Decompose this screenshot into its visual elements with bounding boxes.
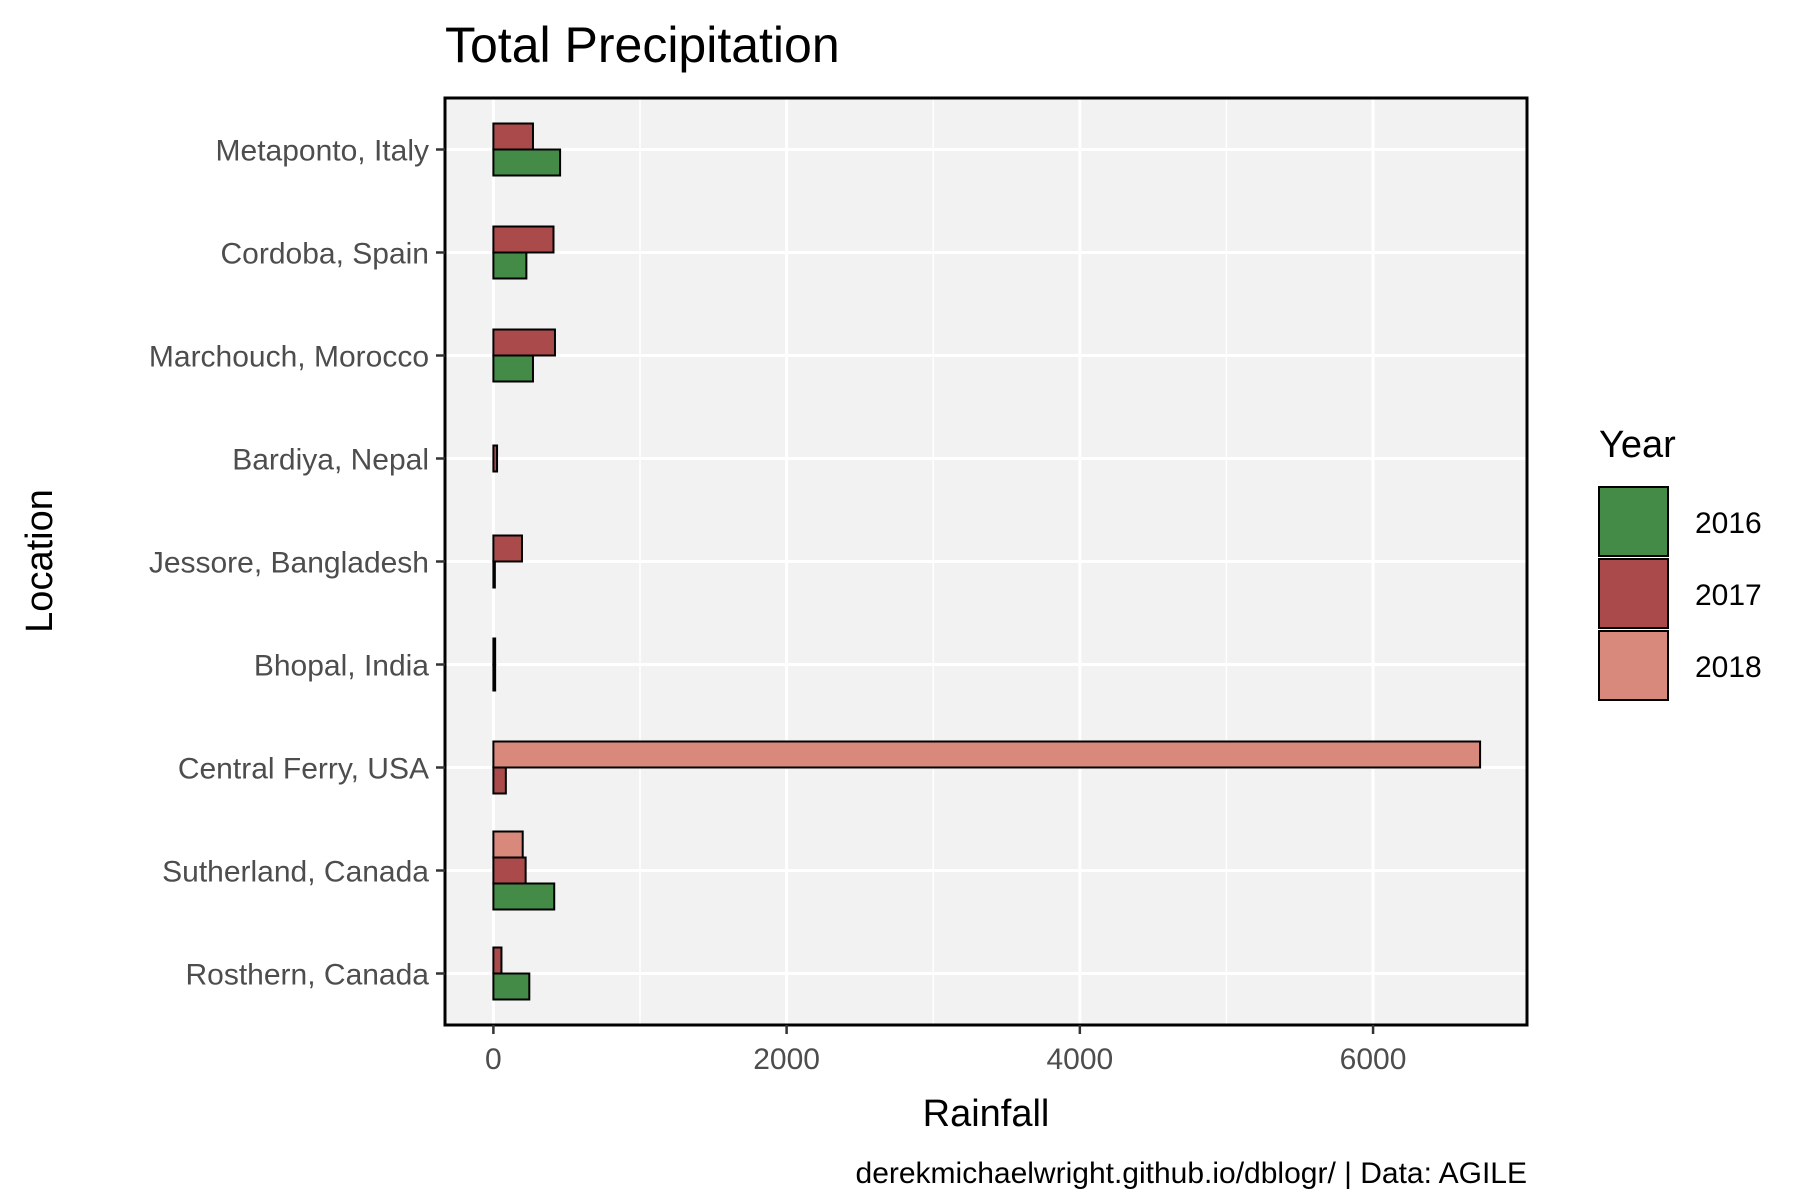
bar-2017-0 bbox=[492, 122, 534, 151]
bar-2017-7 bbox=[492, 856, 527, 885]
caption: derekmichaelwright.github.io/dblogr/ | D… bbox=[856, 1157, 1527, 1190]
bar-2017-6 bbox=[492, 766, 507, 795]
bar-2016-8 bbox=[492, 972, 531, 1001]
bar-2018-7 bbox=[492, 830, 524, 859]
bar-2017-2 bbox=[492, 328, 556, 357]
x-tick-label: 6000 bbox=[1340, 1043, 1407, 1076]
bar-2016-5 bbox=[492, 663, 497, 692]
bar-2017-4 bbox=[492, 534, 523, 563]
y-tick-label: Sutherland, Canada bbox=[162, 856, 429, 889]
legend-label-2017: 2017 bbox=[1695, 579, 1762, 612]
legend-key-2016 bbox=[1598, 486, 1669, 557]
y-tick-label: Central Ferry, USA bbox=[178, 753, 429, 786]
legend-key-2018 bbox=[1598, 630, 1669, 701]
x-tick-label: 2000 bbox=[753, 1043, 820, 1076]
legend-label-2018: 2018 bbox=[1695, 651, 1762, 684]
bar-2018-6 bbox=[492, 740, 1482, 769]
bar-2016-7 bbox=[492, 882, 556, 911]
chart-title: Total Precipitation bbox=[445, 17, 840, 73]
bar-2017-5 bbox=[492, 637, 497, 666]
bar-2017-8 bbox=[492, 946, 503, 975]
bars bbox=[492, 122, 1482, 1001]
legend-label-2016: 2016 bbox=[1695, 507, 1762, 540]
bar-2016-4 bbox=[492, 560, 496, 589]
y-tick-label: Bardiya, Nepal bbox=[232, 444, 429, 477]
y-tick-label: Metaponto, Italy bbox=[216, 135, 429, 168]
axes: 0 2000 4000 6000 Metaponto, Italy Cordoba, Sp… bbox=[149, 135, 1407, 1077]
legend: Year 2016 2017 2018 bbox=[1598, 424, 1762, 701]
bar-2016-2 bbox=[492, 354, 534, 383]
y-tick-label: Bhopal, India bbox=[254, 650, 429, 683]
x-tick-label: 4000 bbox=[1046, 1043, 1113, 1076]
bar-2017-3 bbox=[492, 444, 499, 473]
legend-title: Year bbox=[1599, 424, 1676, 466]
x-axis-title: Rainfall bbox=[923, 1093, 1050, 1135]
x-tick-label: 0 bbox=[485, 1043, 502, 1076]
legend-key-2017 bbox=[1598, 558, 1669, 629]
y-axis-title: Location bbox=[19, 489, 61, 633]
bar-2016-1 bbox=[492, 251, 528, 280]
bar-2017-1 bbox=[492, 225, 555, 254]
y-tick-label: Marchouch, Morocco bbox=[149, 341, 429, 374]
y-tick-label: Jessore, Bangladesh bbox=[149, 547, 429, 580]
y-tick-label: Rosthern, Canada bbox=[186, 959, 430, 992]
bar-2016-0 bbox=[492, 148, 562, 177]
y-tick-label: Cordoba, Spain bbox=[221, 238, 429, 271]
